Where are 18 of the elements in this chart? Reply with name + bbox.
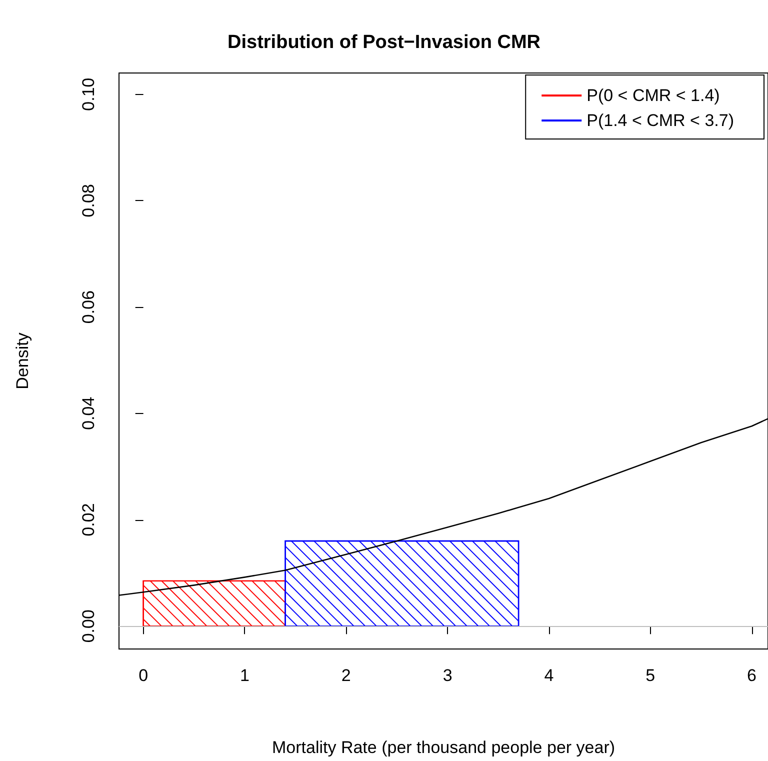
y-tick-label: 0.08 — [79, 184, 98, 218]
x-tick-label: 2 — [341, 666, 351, 685]
legend-label: P(0 < CMR < 1.4) — [586, 86, 720, 105]
y-axis-title: Density — [13, 332, 32, 390]
y-tick-label: 0.06 — [79, 290, 98, 324]
y-tick-label: 0.02 — [79, 503, 98, 536]
legend-label: P(1.4 < CMR < 3.7) — [586, 111, 734, 130]
x-tick-label: 5 — [646, 666, 656, 685]
y-tick-label: 0.00 — [79, 610, 98, 643]
x-tick-label: 0 — [138, 666, 148, 685]
x-tick-label: 3 — [442, 666, 452, 685]
chart-title: Distribution of Post−Invasion CMR — [228, 32, 541, 53]
x-axis-title: Mortality Rate (per thousand people per year) — [272, 738, 616, 757]
y-tick-label: 0.04 — [79, 396, 98, 430]
x-tick-label: 4 — [544, 666, 554, 685]
x-tick-label: 1 — [240, 666, 250, 685]
y-tick-label: 0.10 — [79, 78, 98, 111]
x-tick-label: 6 — [747, 666, 757, 685]
